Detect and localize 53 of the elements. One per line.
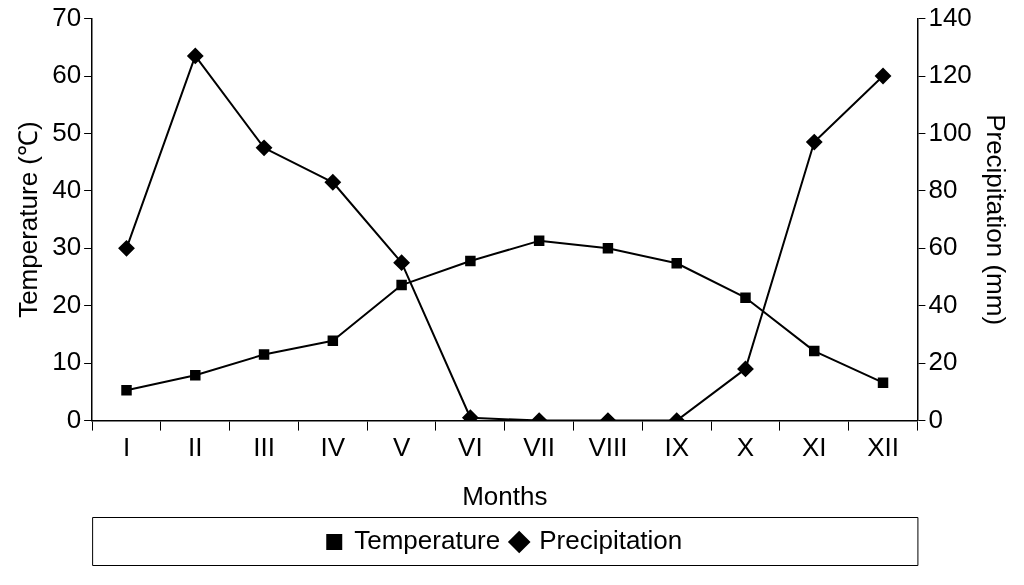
y-axis-title: Temperature (℃)	[12, 121, 43, 318]
x-tick-label: XI	[801, 432, 827, 463]
x-tick-label: I	[122, 432, 131, 463]
y2-tick-label: 120	[928, 59, 972, 90]
point	[671, 258, 682, 269]
point	[256, 139, 273, 156]
y2-tick-label: 20	[928, 346, 958, 377]
point	[118, 240, 135, 257]
y2-tick-label: 60	[928, 231, 958, 262]
legend-label: Temperature	[354, 525, 501, 556]
y-tick-label: 60	[52, 59, 82, 90]
y2-tick-label: 40	[928, 288, 958, 319]
point	[877, 377, 889, 388]
point	[258, 349, 270, 360]
y2-axis-title: Precipitation (mm)	[981, 114, 1012, 326]
legend-label: Precipitation	[539, 525, 683, 556]
x-tick-label: XII	[867, 432, 899, 463]
x-axis-title: Months	[462, 480, 548, 511]
y-tick-label: 10	[52, 346, 82, 377]
x-tick-label: II	[188, 432, 203, 463]
point	[465, 255, 476, 267]
point	[809, 345, 820, 357]
point	[737, 360, 754, 377]
point	[533, 235, 545, 247]
point	[396, 279, 407, 291]
point	[740, 292, 751, 303]
y-tick-label: 0	[66, 403, 82, 434]
point	[121, 384, 132, 396]
point	[875, 68, 892, 85]
x-tick-label: III	[253, 432, 275, 463]
x-tick-label: IV	[320, 432, 346, 463]
point	[806, 134, 823, 151]
y-tick-label: 40	[52, 174, 82, 205]
y-tick-label: 20	[52, 288, 82, 319]
x-tick-label: IX	[664, 432, 689, 463]
y2-tick-label: 80	[928, 174, 958, 205]
x-tick-label: VII	[523, 432, 556, 463]
x-tick-label: X	[736, 432, 755, 463]
y2-tick-label: 0	[928, 403, 943, 434]
x-tick-label: VIII	[588, 432, 628, 463]
y-tick-label: 70	[52, 1, 82, 32]
y2-tick-label: 100	[928, 116, 972, 147]
point	[190, 369, 201, 381]
point	[327, 335, 339, 347]
point	[187, 47, 204, 64]
point	[324, 174, 341, 191]
y-tick-label: 50	[52, 116, 82, 147]
point	[393, 254, 410, 271]
y2-tick-label: 140	[928, 1, 972, 32]
y-tick-label: 30	[52, 231, 82, 262]
point	[602, 243, 614, 254]
x-tick-label: VI	[458, 432, 483, 463]
x-tick-label: V	[392, 432, 411, 463]
